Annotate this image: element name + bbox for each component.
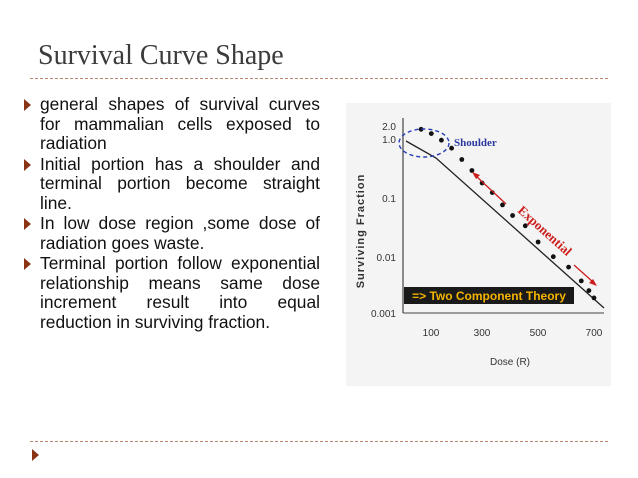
exponential-arrow <box>475 175 507 205</box>
exponential-arrowhead <box>472 172 480 179</box>
bullet-item: Terminal portion follow exponential rela… <box>22 253 320 332</box>
x-tick-label: 100 <box>423 328 440 339</box>
data-point <box>510 213 515 218</box>
bullet-text: Terminal portion follow exponential rela… <box>40 253 320 332</box>
data-point <box>578 278 584 284</box>
bullet-text: Initial portion has a shoulder and termi… <box>40 153 320 213</box>
data-point <box>550 254 556 260</box>
y-axis-label: Surviving Fraction <box>355 174 367 289</box>
bullet-text: In low dose region ,some dose of radiati… <box>40 213 320 253</box>
data-point <box>439 137 444 143</box>
survival-fit-line <box>405 140 605 309</box>
x-axis-label: Dose (R) <box>490 357 530 368</box>
footer-divider <box>30 441 608 442</box>
data-point <box>418 126 424 132</box>
chart-background <box>346 103 611 386</box>
data-point <box>479 180 485 186</box>
theory-banner <box>404 287 574 304</box>
y-tick-label: 0.001 <box>371 309 396 320</box>
bullet-arrow-icon <box>24 99 31 111</box>
bullet-arrow-icon <box>24 158 31 171</box>
data-points <box>418 126 597 301</box>
title-divider <box>30 78 608 79</box>
bullet-item: Initial portion has a shoulder and termi… <box>22 153 320 214</box>
shoulder-circle <box>398 128 450 158</box>
slide-title: Survival Curve Shape <box>38 40 284 71</box>
data-point <box>566 264 571 270</box>
bullet-item: general shapes of survival curves for ma… <box>22 94 320 154</box>
data-point <box>535 239 541 245</box>
exponential-arrowhead <box>589 279 597 286</box>
theory-banner-text: => Two Component Theory <box>412 289 566 303</box>
data-point <box>522 223 528 229</box>
data-point <box>489 190 495 195</box>
shoulder-label: Shoulder <box>454 137 497 149</box>
x-tick-label: 700 <box>586 328 603 339</box>
exponential-arrow <box>573 264 594 283</box>
data-point <box>500 202 505 208</box>
x-tick-label: 500 <box>530 328 547 339</box>
y-tick-label: 2.0 <box>382 122 396 133</box>
data-point <box>428 131 434 136</box>
bullet-list: general shapes of survival curves for ma… <box>22 94 320 333</box>
data-point <box>459 157 465 162</box>
bullet-arrow-icon <box>24 258 31 270</box>
bullet-arrow-icon <box>24 218 31 230</box>
footer-arrow-icon <box>32 449 39 461</box>
data-point <box>469 168 475 173</box>
x-tick-label: 300 <box>474 328 491 339</box>
data-point <box>591 295 597 301</box>
survival-curve-chart: Surviving Fraction Dose (R) 2.0 1.0 0.1 … <box>346 103 611 386</box>
data-point <box>449 145 454 151</box>
y-tick-label: 1.0 <box>382 135 396 146</box>
bullet-text: general shapes of survival curves for ma… <box>40 94 320 153</box>
y-tick-label: 0.1 <box>382 194 396 205</box>
y-tick-label: 0.01 <box>377 253 397 264</box>
data-point <box>586 288 592 293</box>
bullet-item: In low dose region ,some dose of radiati… <box>22 213 320 253</box>
